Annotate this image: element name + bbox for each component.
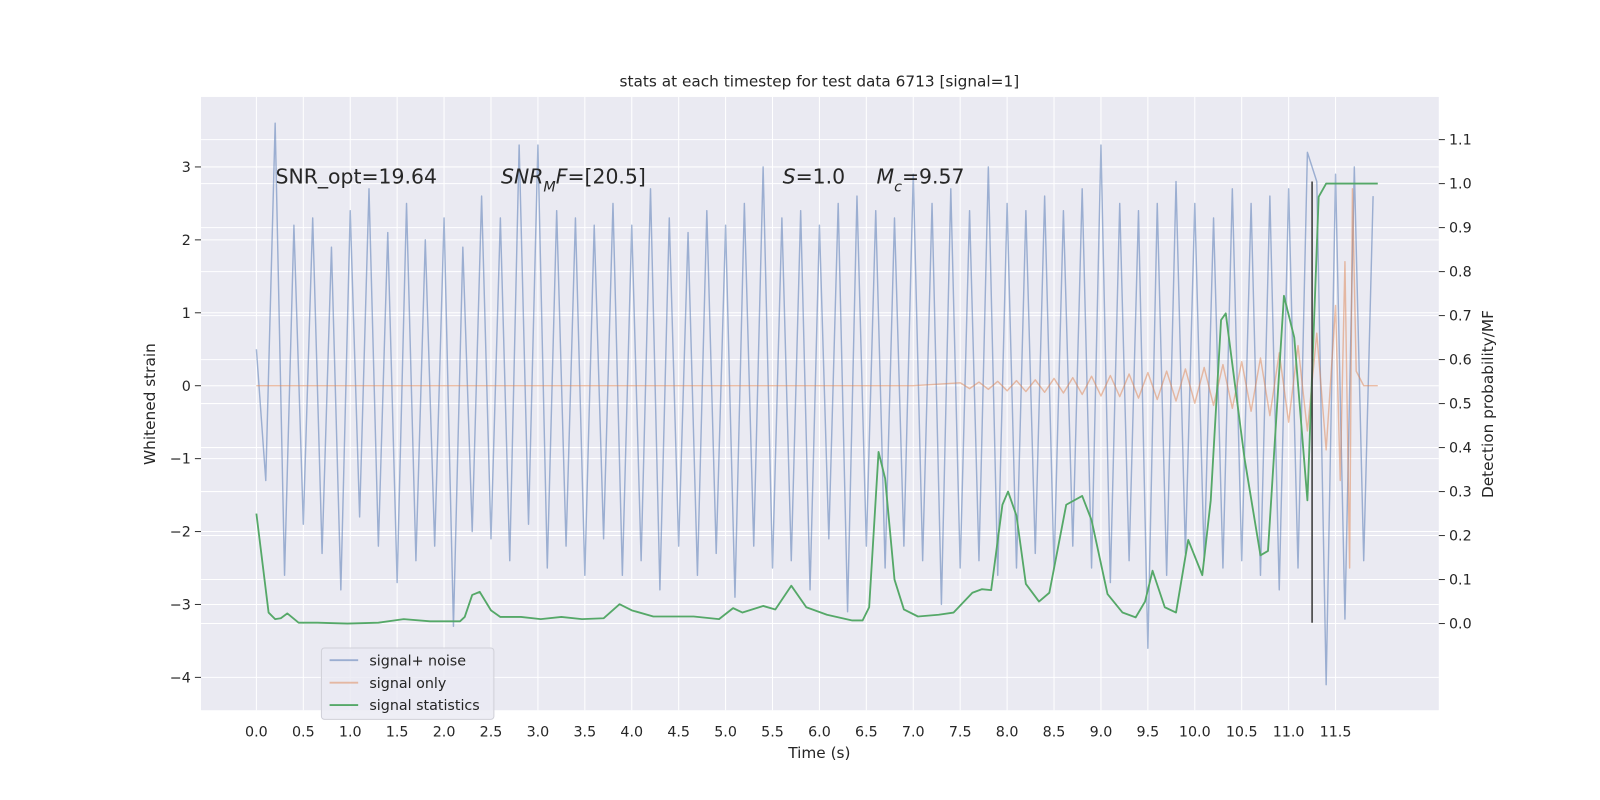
annotation-part: =[20.5] — [567, 165, 645, 189]
annotation-part: SNR_opt=19.64 — [276, 165, 437, 190]
y2-tick-label: 0.2 — [1449, 529, 1472, 545]
y2-tick-label: 1.1 — [1449, 133, 1472, 149]
x-tick-label: 7.5 — [949, 725, 972, 741]
x-tick-label: 8.5 — [1043, 725, 1066, 741]
x-tick-label: 5.0 — [714, 725, 737, 741]
y2-tick-label: 0.9 — [1449, 221, 1472, 237]
x-tick-label: 4.0 — [620, 725, 643, 741]
series-line — [255, 122, 1374, 686]
y2-tick-label: 0.4 — [1449, 441, 1472, 457]
y-tick-label: −1 — [170, 452, 191, 468]
x-tick-label: 9.5 — [1137, 725, 1160, 741]
y2-tick-label: 0.0 — [1449, 617, 1472, 633]
y2-tick-label: 0.7 — [1449, 309, 1472, 325]
annotation-part: F — [556, 165, 568, 189]
x-tick-label: 2.0 — [433, 725, 456, 741]
y-tick-label: −4 — [170, 670, 191, 686]
y-tick-label: 3 — [182, 160, 191, 176]
x-tick-label: 10.0 — [1179, 725, 1211, 741]
annotation: SNR_opt=19.64 — [276, 165, 437, 190]
y-tick-label: 0 — [182, 379, 191, 395]
chart-title: stats at each timestep for test data 671… — [620, 73, 1020, 91]
y-tick-label: −2 — [170, 525, 191, 541]
legend-label: signal+ noise — [369, 653, 466, 669]
annotation-part: =9.57 — [902, 165, 965, 189]
x-tick-label: 11.0 — [1273, 725, 1305, 741]
x-tick-label: 11.5 — [1320, 725, 1352, 741]
x-tick-label: 2.5 — [480, 725, 503, 741]
y-axis-label: Whitened strain — [141, 343, 159, 465]
y2-axis-label: Detection probability/MF — [1479, 310, 1497, 498]
x-tick-label: 5.5 — [761, 725, 784, 741]
x-tick-label: 0.5 — [292, 725, 315, 741]
y2-tick-label: 0.3 — [1449, 485, 1472, 501]
x-tick-label: 1.5 — [386, 725, 409, 741]
y-tick-label: 2 — [182, 233, 191, 249]
annotation: S=1.0 — [783, 165, 845, 189]
y2-tick-label: 0.8 — [1449, 265, 1472, 281]
x-tick-label: 0.0 — [245, 725, 268, 741]
y-tick-label: −3 — [170, 598, 191, 614]
annotation-part: SNR — [501, 165, 543, 189]
annotation-part: c — [894, 180, 902, 196]
x-tick-label: 10.5 — [1226, 725, 1258, 741]
annotation: SNRMF=[20.5] — [501, 165, 646, 196]
x-tick-label: 6.0 — [808, 725, 831, 741]
legend-label: signal only — [369, 676, 446, 692]
y2-tick-label: 1.0 — [1449, 177, 1472, 193]
x-tick-label: 8.0 — [996, 725, 1019, 741]
legend: signal+ noise signal only signal statistic… — [320, 647, 495, 720]
y2-tick-label: 0.1 — [1449, 573, 1472, 589]
x-tick-label: 6.5 — [855, 725, 878, 741]
x-tick-label: 4.5 — [667, 725, 690, 741]
annotation-part: S — [783, 165, 796, 189]
annotation-part: M — [543, 180, 555, 196]
x-tick-label: 7.0 — [902, 725, 925, 741]
legend-box — [320, 647, 495, 720]
x-axis-label: Time (s) — [787, 744, 850, 762]
annotation-part: M — [877, 165, 895, 189]
annotation-part: =1.0 — [796, 165, 846, 189]
y2-tick-label: 0.6 — [1449, 353, 1472, 369]
x-tick-label: 3.0 — [527, 725, 550, 741]
y2-tick-label: 0.5 — [1449, 397, 1472, 413]
annotation: Mc=9.57 — [877, 165, 965, 196]
x-tick-label: 1.0 — [339, 725, 362, 741]
series-line — [256, 188, 1378, 569]
series-line — [255, 182, 1378, 625]
legend-label: signal statistics — [369, 698, 479, 714]
y-tick-label: 1 — [182, 306, 191, 322]
x-tick-label: 3.5 — [573, 725, 596, 741]
x-tick-label: 9.0 — [1090, 725, 1113, 741]
